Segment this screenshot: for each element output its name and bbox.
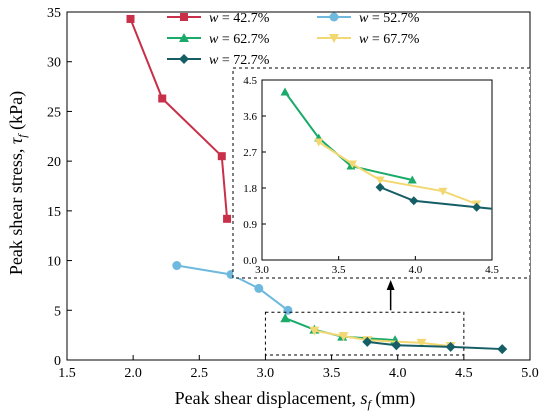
series-3-point <box>416 338 427 348</box>
x-tick-label: 4.0 <box>389 366 407 381</box>
y-tick-label: 15 <box>47 205 61 220</box>
series-4-point <box>391 340 402 351</box>
inset-y-tick-label: 1.8 <box>243 183 257 195</box>
inset-x-tick-label: 3.5 <box>332 264 346 276</box>
x-tick-label: 1.5 <box>58 366 76 381</box>
series-1-point <box>254 283 264 293</box>
inset-y-tick-label: 2.7 <box>243 147 257 159</box>
inset-series-2-point <box>375 182 385 192</box>
legend-item: w = 52.7% <box>317 11 420 26</box>
x-axis-title: Peak shear displacement, sf (mm) <box>175 388 416 411</box>
legend: w = 42.7% w = 52.7% w = 62.7% w = 67.7% w = … <box>167 11 420 68</box>
inset-x-tick-label: 4.5 <box>485 264 499 276</box>
legend-label: w = 72.7% <box>209 53 270 68</box>
series-0-point <box>158 94 167 103</box>
inset-series-1-point <box>438 187 448 196</box>
series-1-point <box>172 261 182 271</box>
inset-series-1-point <box>314 138 324 147</box>
x-tick-label: 3.5 <box>323 366 341 381</box>
inset-x-tick-label: 4.0 <box>408 264 422 276</box>
legend-marker <box>329 34 339 43</box>
x-tick-label: 2.0 <box>124 366 142 381</box>
x-tick-label: 5.0 <box>521 366 539 381</box>
inset-series-1-point <box>375 176 385 185</box>
legend-marker <box>179 33 189 42</box>
inset-y-tick-label: 3.6 <box>243 111 257 123</box>
legend-marker <box>179 54 189 64</box>
y-tick-label: 35 <box>47 6 61 21</box>
x-tick-label: 2.5 <box>191 366 209 381</box>
x-tick-label: 4.5 <box>455 366 473 381</box>
y-tick-label: 25 <box>47 105 61 120</box>
series-3-point <box>309 326 320 336</box>
legend-label: w = 52.7% <box>359 11 420 26</box>
inset-x-tick-label: 3.0 <box>255 264 269 276</box>
legend-label: w = 67.7% <box>359 32 420 47</box>
y-tick-label: 0 <box>54 354 61 369</box>
series-line-4 <box>367 340 503 351</box>
series-0-point <box>223 214 232 223</box>
series-line-1 <box>176 264 289 312</box>
series-4-point <box>362 336 373 347</box>
y-tick-label: 10 <box>47 255 61 270</box>
series-0-point <box>217 152 226 161</box>
inset-series-2-point <box>472 202 482 212</box>
legend-label: w = 62.7% <box>209 32 270 47</box>
inset-series-2-point <box>409 196 419 206</box>
zoom-indicator <box>264 280 465 356</box>
inset-series-line-2 <box>379 186 493 210</box>
inset-series-0-point <box>407 175 417 184</box>
x-tick-label: 3.0 <box>257 366 275 381</box>
series-1-point <box>283 305 293 315</box>
series-2-point <box>280 313 291 323</box>
inset-frame <box>261 79 493 261</box>
inset-series-0-point <box>280 87 290 96</box>
series-3-point <box>338 332 349 342</box>
inset-y-tick-label: 4.5 <box>243 75 257 87</box>
y-tick-label: 5 <box>54 304 61 319</box>
legend-marker <box>329 12 339 22</box>
inset-y-tick-label: 0.0 <box>243 255 257 267</box>
series-line-0 <box>129 18 229 219</box>
legend-item: w = 42.7% <box>167 11 270 26</box>
legend-label: w = 42.7% <box>209 11 270 26</box>
y-tick-label: 20 <box>47 155 61 170</box>
y-axis-title: Peak shear stress, τf (kPa) <box>6 91 29 275</box>
inset-y-tick-label: 0.9 <box>243 219 257 231</box>
y-tick-label: 30 <box>47 56 61 71</box>
legend-item: w = 62.7% <box>167 32 270 47</box>
zoom-region-box <box>264 311 465 356</box>
inset-plot: 3.0 3.5 4.0 4.5 0.0 0.9 1.8 2.7 3.6 4.5 <box>232 67 531 279</box>
zoom-arrow-head <box>386 280 395 290</box>
inset-series-1-point <box>347 160 357 169</box>
series-4-point <box>445 341 456 352</box>
main-plot: 1.5 2.0 2.5 3.0 3.5 4.0 4.5 5.0 0 5 10 15 20 25 30 35 <box>47 6 539 381</box>
series-4-point <box>497 344 508 355</box>
series-0-point <box>126 14 135 23</box>
legend-item: w = 67.7% <box>317 32 420 47</box>
legend-item: w = 72.7% <box>167 53 270 68</box>
legend-marker <box>180 13 188 21</box>
